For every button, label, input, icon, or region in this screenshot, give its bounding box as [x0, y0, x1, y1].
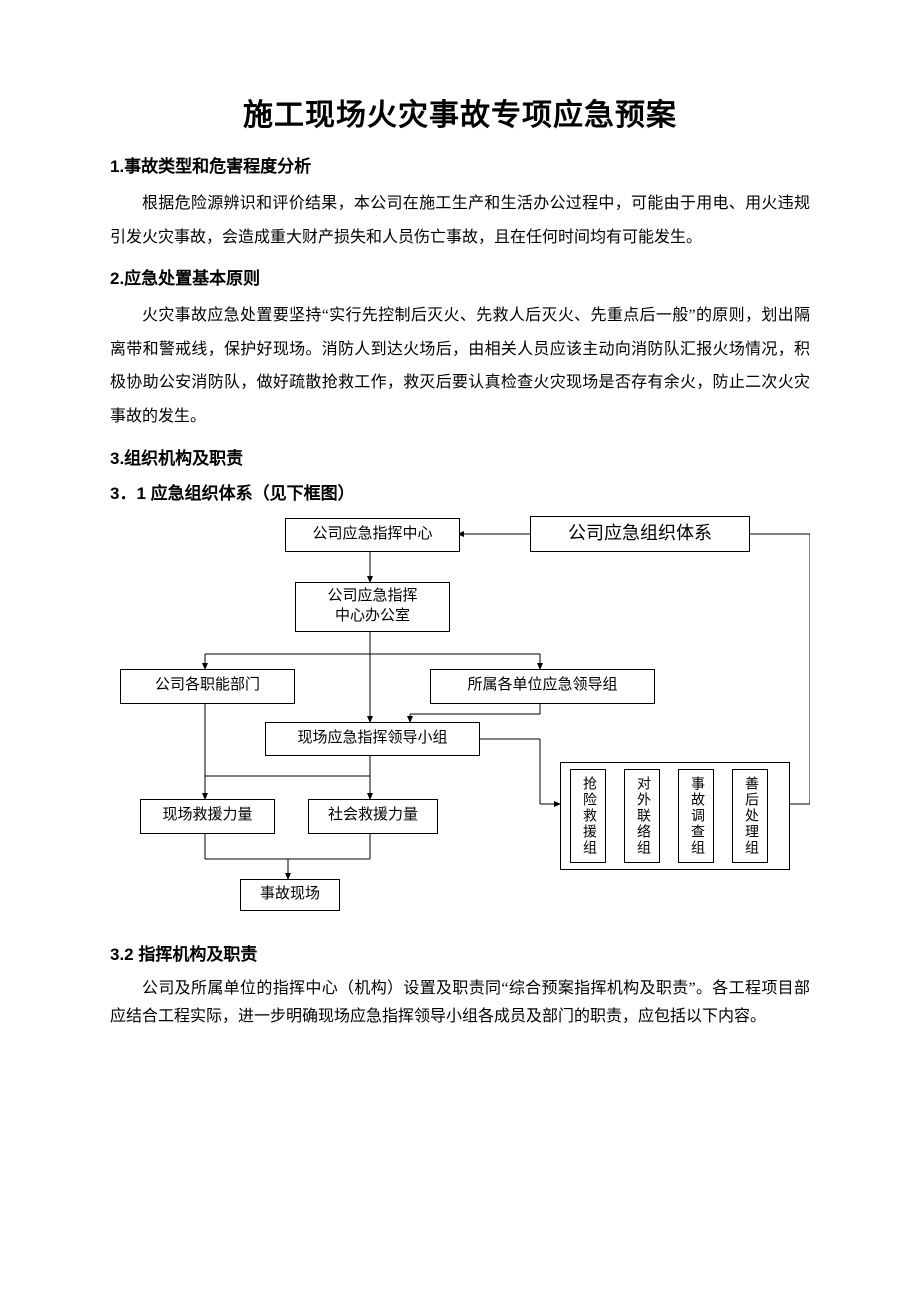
heading-1: 1.事故类型和危害程度分析: [110, 152, 810, 177]
flow-team-aftermath: 善后处理组: [732, 769, 768, 863]
paragraph-3: 公司及所属单位的指挥中心（机构）设置及职责同“综合预案指挥机构及职责”。各工程项…: [110, 975, 810, 1031]
paragraph-2: 火灾事故应急处置要坚持“实行先控制后灭火、先救人后灭火、先重点后一般”的原则，划…: [110, 299, 810, 433]
paragraph-1: 根据危险源辨识和评价结果，本公司在施工生产和生活办公过程中，可能由于用电、用火违…: [110, 187, 810, 254]
flow-team-investigation: 事故调查组: [678, 769, 714, 863]
flow-node-subunits: 所属各单位应急领导组: [430, 669, 655, 704]
flow-node-site-rescue: 现场救援力量: [140, 799, 275, 834]
flow-node-command-center: 公司应急指挥中心: [285, 518, 460, 552]
flow-node-scene: 事故现场: [240, 879, 340, 911]
flow-legend: 公司应急组织体系: [530, 516, 750, 552]
flow-team-rescue: 抢险救援组: [570, 769, 606, 863]
document-title: 施工现场火灾事故专项应急预案: [110, 90, 810, 134]
flow-node-departments: 公司各职能部门: [120, 669, 295, 704]
flow-team-liaison: 对外联络组: [624, 769, 660, 863]
heading-3-2: 3.2 指挥机构及职责: [110, 940, 810, 965]
org-flowchart: 公司应急组织体系 公司应急指挥中心 公司应急指挥 中心办公室 公司各职能部门 所…: [110, 514, 810, 934]
flow-node-office: 公司应急指挥 中心办公室: [295, 582, 450, 632]
flow-node-site-command: 现场应急指挥领导小组: [265, 722, 480, 756]
heading-2: 2.应急处置基本原则: [110, 264, 810, 289]
heading-3: 3.组织机构及职责: [110, 444, 810, 469]
heading-3-1: 3．1 应急组织体系（见下框图）: [110, 479, 810, 504]
document-page: 施工现场火灾事故专项应急预案 1.事故类型和危害程度分析 根据危险源辨识和评价结…: [0, 0, 920, 1302]
flow-node-social-rescue: 社会救援力量: [308, 799, 438, 834]
